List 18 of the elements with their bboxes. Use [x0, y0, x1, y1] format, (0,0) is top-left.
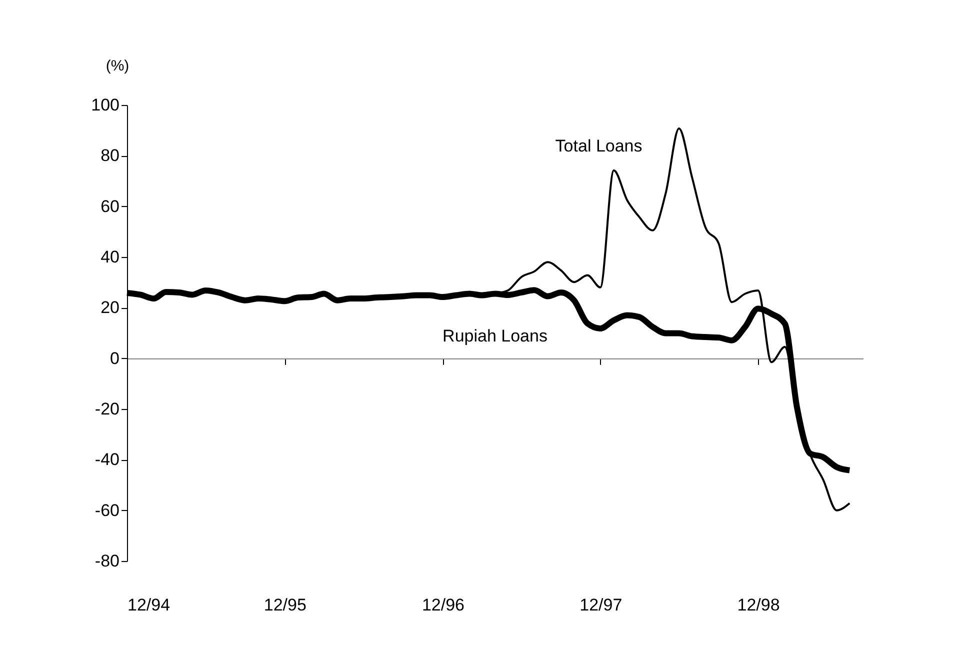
y-tick-label: -40: [94, 450, 120, 470]
x-tick-label: 12/94: [128, 596, 170, 614]
y-tick-label: 80: [100, 146, 120, 166]
x-tick-label: 12/96: [422, 596, 465, 614]
y-tick-label: 0: [110, 348, 120, 368]
x-tick-label: 12/98: [737, 596, 780, 614]
y-tick-label: 60: [100, 196, 120, 216]
y-tick-label: -20: [94, 400, 120, 418]
x-tick-label: 12/95: [264, 596, 306, 614]
x-tick-label: 12/97: [580, 596, 622, 614]
y-tick-label: 20: [100, 298, 120, 318]
series-label: Total Loans: [555, 136, 642, 156]
y-tick-label: -60: [94, 500, 120, 520]
y-axis-title: (%): [106, 58, 130, 74]
y-tick-label: 100: [91, 96, 120, 114]
y-tick-label: 40: [100, 248, 120, 266]
series-label: Rupiah Loans: [442, 326, 548, 346]
y-tick-label: -80: [94, 552, 120, 570]
